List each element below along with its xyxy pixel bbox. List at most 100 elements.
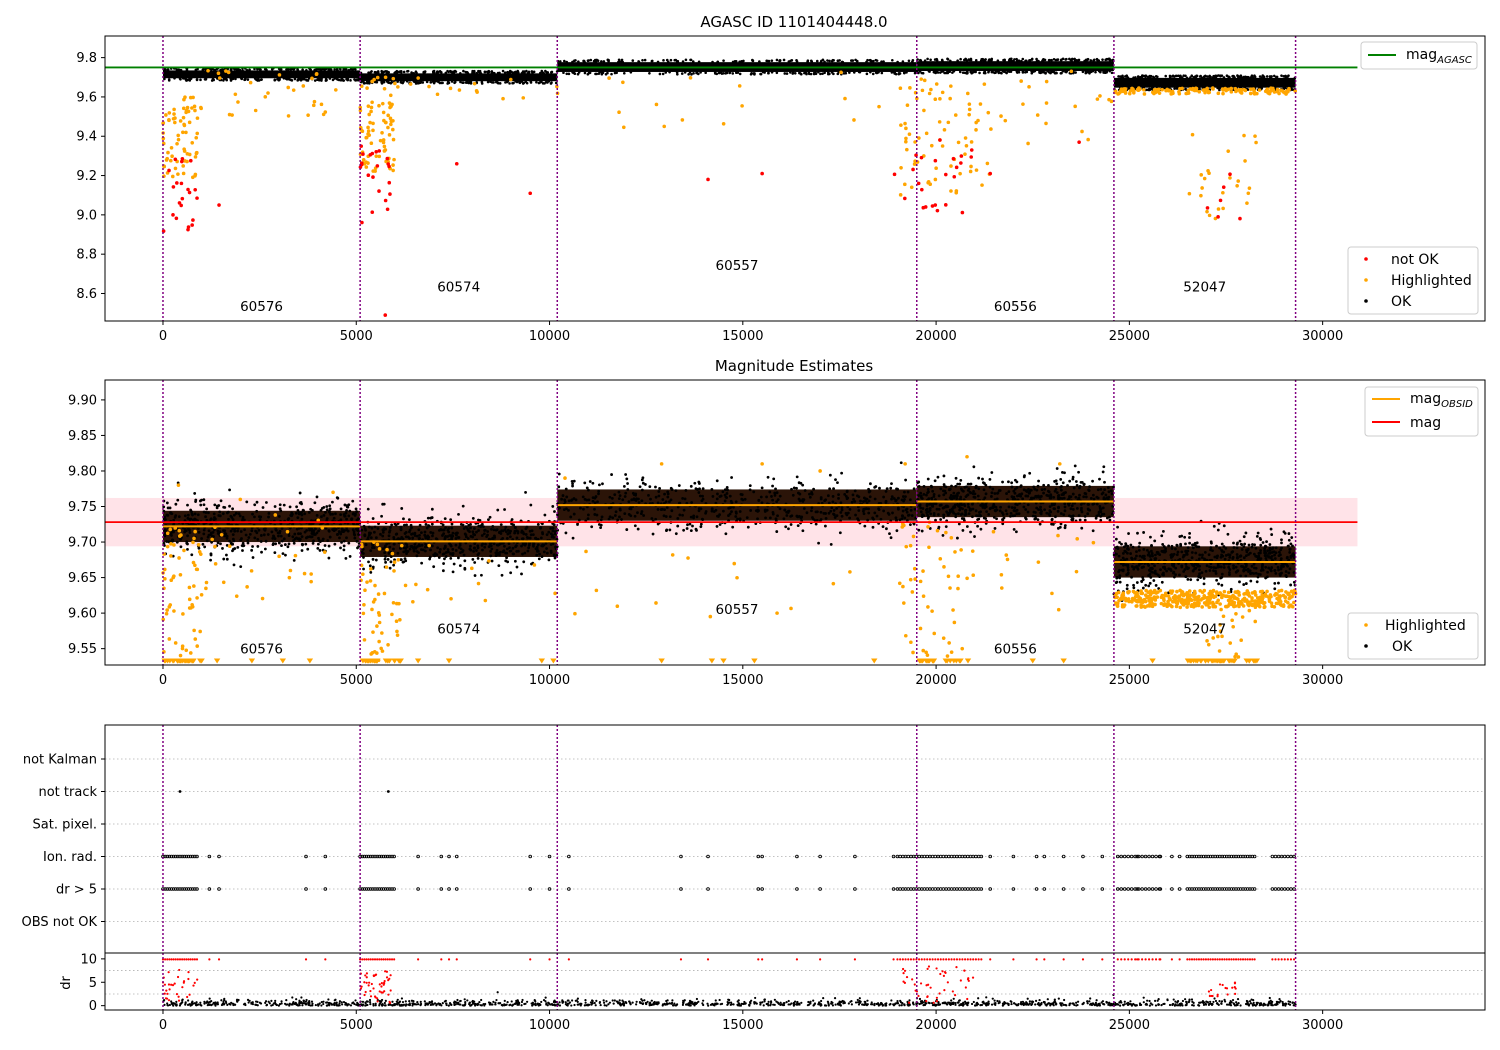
ok-point — [840, 471, 844, 475]
ok-point — [978, 514, 982, 518]
ok-point — [279, 534, 283, 538]
ok-point — [683, 497, 687, 501]
ok-point — [446, 80, 450, 84]
ok-point — [277, 534, 280, 538]
ok-point — [449, 518, 453, 521]
highlighted-point — [1109, 99, 1114, 104]
ok-point — [617, 497, 621, 501]
ok-point — [501, 69, 505, 73]
ok-point — [572, 512, 576, 516]
highlighted-point — [199, 593, 204, 597]
ok-point — [1055, 482, 1059, 486]
ok-point — [734, 60, 738, 63]
ok-point — [951, 71, 954, 74]
ok-point — [778, 507, 782, 511]
ok-point — [765, 495, 768, 499]
ok-point — [1059, 58, 1063, 62]
not-ok-point — [173, 157, 178, 162]
ok-point — [1278, 550, 1281, 554]
ok-point — [716, 492, 719, 496]
ok-point — [350, 518, 353, 522]
ok-point — [1013, 487, 1017, 491]
ok-point — [402, 70, 406, 74]
ok-point — [918, 503, 922, 507]
ok-point — [782, 58, 786, 62]
ok-point — [521, 537, 525, 541]
ok-point — [875, 514, 879, 518]
ok-point — [697, 60, 701, 64]
ok-point — [990, 471, 994, 474]
ok-point — [791, 493, 795, 497]
ok-point — [310, 527, 314, 530]
ok-point — [505, 547, 509, 551]
highlighted-point — [1239, 91, 1244, 95]
ok-point — [366, 536, 370, 540]
highlighted-point — [1249, 87, 1253, 92]
ok-point — [734, 515, 738, 518]
ok-point — [435, 553, 439, 557]
ok-point — [763, 71, 766, 74]
highlighted-point — [195, 567, 200, 572]
ok-point — [1083, 514, 1087, 518]
ok-point — [163, 67, 167, 71]
highlighted-point — [369, 105, 374, 110]
ok-point — [526, 549, 530, 553]
ok-point — [311, 541, 315, 545]
ok-point — [560, 497, 563, 501]
obsid-label: 52047 — [1183, 280, 1226, 296]
ok-point — [332, 529, 336, 532]
highlighted-point — [227, 544, 232, 549]
ok-point — [241, 515, 245, 519]
ok-point — [536, 537, 540, 541]
highlighted-point — [1204, 88, 1209, 92]
ok-point — [956, 492, 959, 496]
ok-point — [1184, 74, 1187, 78]
highlighted-point — [369, 141, 374, 146]
ok-point — [202, 532, 206, 536]
ok-point — [1149, 535, 1152, 539]
highlighted-point — [1073, 104, 1077, 109]
ok-point — [704, 510, 708, 513]
ok-point — [959, 479, 963, 482]
ok-point — [562, 508, 566, 512]
ok-point — [812, 517, 815, 521]
highlighted-point — [169, 158, 173, 163]
ok-point — [188, 531, 192, 534]
ok-point — [372, 530, 376, 534]
ok-point — [1026, 510, 1030, 514]
ok-point — [317, 542, 320, 546]
ok-point — [1251, 76, 1255, 79]
ok-point — [910, 514, 914, 517]
ok-point — [701, 494, 704, 498]
ok-point — [1127, 532, 1130, 535]
ok-point — [803, 71, 806, 75]
ok-point — [960, 517, 964, 520]
ok-point — [557, 472, 561, 476]
ok-point — [749, 72, 753, 76]
ok-point — [984, 483, 988, 487]
ok-point — [1030, 69, 1033, 73]
not-ok-point — [903, 196, 907, 201]
ok-point — [1220, 575, 1224, 579]
highlighted-point — [195, 644, 200, 648]
ok-point — [1142, 547, 1146, 551]
panel1-legend-top: magAGASC — [1360, 41, 1478, 70]
ok-point — [202, 510, 206, 514]
ok-point — [1101, 58, 1104, 61]
ok-point — [738, 510, 742, 513]
ok-point — [1084, 69, 1088, 73]
ok-point — [1059, 485, 1063, 489]
ok-point — [1283, 86, 1287, 90]
ok-point — [1091, 529, 1095, 533]
ok-point — [396, 80, 399, 83]
ok-point — [513, 526, 517, 529]
ok-point — [178, 68, 181, 72]
ok-point — [934, 502, 938, 506]
ok-point — [1213, 555, 1217, 559]
ok-point — [919, 496, 923, 499]
ok-point — [572, 479, 576, 483]
ok-point — [469, 523, 472, 526]
ok-point — [443, 557, 446, 561]
ok-point — [541, 82, 545, 85]
highlighted-point — [1044, 121, 1048, 126]
